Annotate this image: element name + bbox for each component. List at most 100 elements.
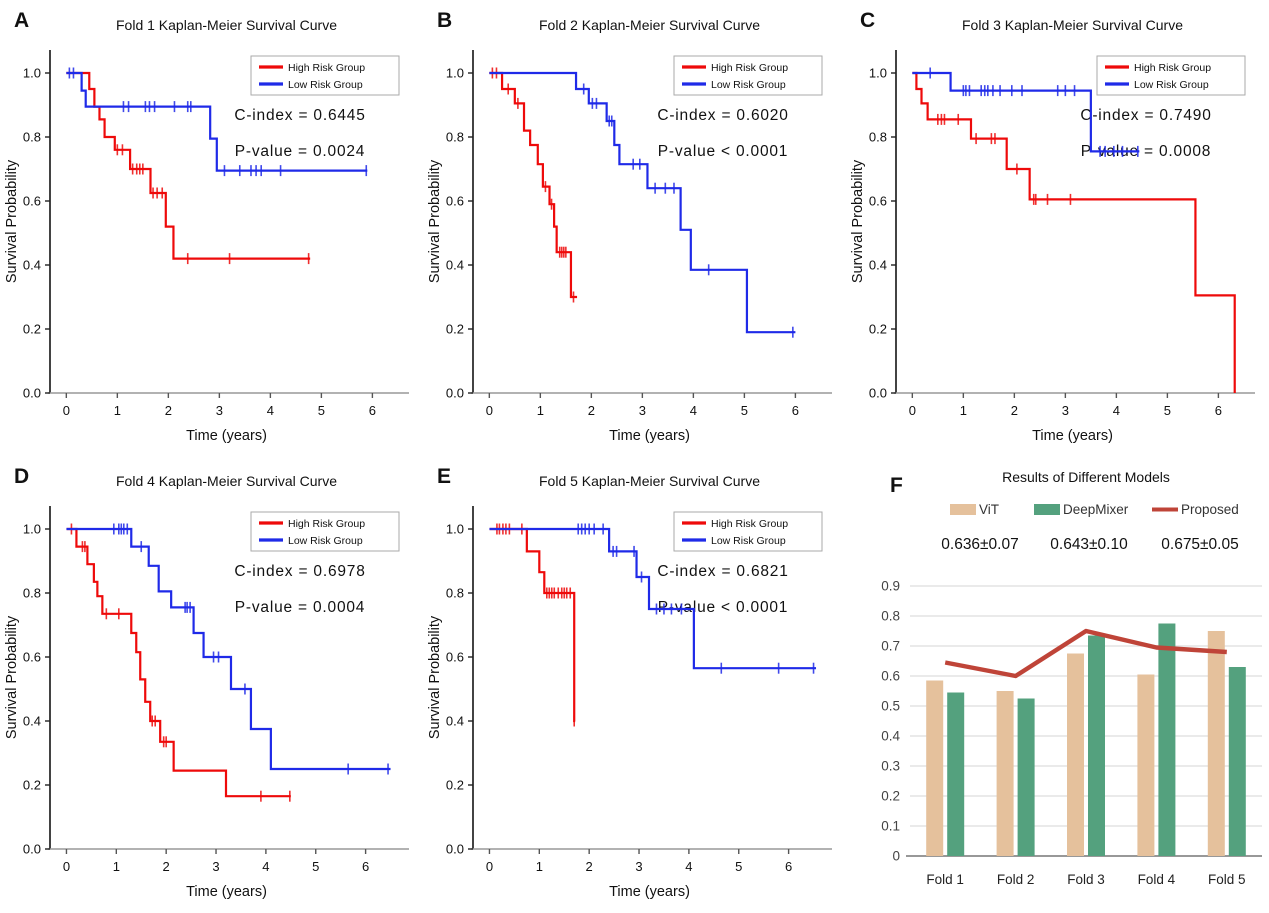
stat-annotation: C-index = 0.6821 bbox=[657, 563, 788, 580]
legend-label: ViT bbox=[979, 502, 999, 517]
x-tick-label: 5 bbox=[741, 403, 748, 418]
legend-box bbox=[673, 55, 823, 96]
legend-label: High Risk Group bbox=[1134, 62, 1211, 74]
km-panel-C: C Fold 3 Kaplan-Meier Survival Curve 0.0 0.… bbox=[850, 9, 1255, 444]
stat-annotation: C-index = 0.6978 bbox=[234, 563, 365, 580]
x-tick-label: 5 bbox=[318, 403, 325, 418]
x-category-label: Fold 2 bbox=[997, 872, 1035, 887]
km-curve-high-risk bbox=[912, 71, 1236, 393]
x-tick-label: 2 bbox=[586, 859, 593, 874]
panel-title: Fold 4 Kaplan-Meier Survival Curve bbox=[116, 473, 337, 489]
mean-std-annotation: 0.643±0.10 bbox=[1050, 536, 1128, 553]
bar-panel-F: F Results of Different Models ViT DeepMixer… bbox=[881, 469, 1262, 887]
y-tick-label: 0.8 bbox=[881, 609, 900, 624]
panel-cell-B: B Fold 2 Kaplan-Meier Survival Curve 0.0 0.… bbox=[423, 0, 846, 456]
km-panel-D: D Fold 4 Kaplan-Meier Survival Curve 0.0 0.… bbox=[4, 465, 409, 900]
x-axis-label: Time (years) bbox=[186, 884, 267, 900]
panel-letter: B bbox=[437, 9, 452, 32]
y-tick-label: 0.4 bbox=[23, 258, 41, 273]
y-tick-label: 0.2 bbox=[881, 789, 900, 804]
panel-cell-D: D Fold 4 Kaplan-Meier Survival Curve 0.0 0.… bbox=[0, 456, 423, 913]
x-tick-label: 5 bbox=[1164, 403, 1171, 418]
legend-box bbox=[673, 511, 823, 552]
bar-deepmixer-fold-1 bbox=[947, 692, 965, 856]
panel-cell-A: A Fold 1 Kaplan-Meier Survival Curve 0.0 0.… bbox=[0, 0, 423, 456]
legend-label: Low Risk Group bbox=[1134, 79, 1209, 91]
bar-vit-fold-3 bbox=[1067, 653, 1084, 856]
mean-std-annotation: 0.675±0.05 bbox=[1161, 536, 1238, 553]
legend-label: High Risk Group bbox=[288, 518, 365, 530]
legend-box bbox=[250, 511, 400, 552]
y-tick-label: 0.6 bbox=[869, 194, 887, 209]
y-tick-label: 0.4 bbox=[869, 258, 887, 273]
panel-letter: D bbox=[14, 465, 29, 488]
x-tick-label: 1 bbox=[537, 403, 544, 418]
x-tick-label: 1 bbox=[960, 403, 967, 418]
x-tick-label: 3 bbox=[216, 403, 223, 418]
proposed-line bbox=[944, 628, 1227, 679]
x-tick-label: 6 bbox=[792, 403, 799, 418]
x-tick-label: 4 bbox=[690, 403, 697, 418]
x-tick-label: 3 bbox=[1062, 403, 1069, 418]
x-category-label: Fold 5 bbox=[1208, 872, 1246, 887]
legend-label: Low Risk Group bbox=[711, 79, 786, 91]
y-tick-label: 0.4 bbox=[881, 729, 900, 744]
y-tick-label: 1.0 bbox=[446, 522, 464, 537]
x-tick-label: 0 bbox=[63, 859, 70, 874]
panel-title: Fold 5 Kaplan-Meier Survival Curve bbox=[539, 473, 760, 489]
km-curve-low-risk bbox=[66, 527, 391, 771]
panel-title: Results of Different Models bbox=[1002, 469, 1170, 485]
y-tick-label: 0.8 bbox=[446, 130, 464, 145]
y-tick-label: 1.0 bbox=[446, 66, 464, 81]
x-tick-label: 1 bbox=[113, 859, 120, 874]
km-panel-B: B Fold 2 Kaplan-Meier Survival Curve 0.0 0.… bbox=[427, 9, 832, 444]
y-tick-label: 0.2 bbox=[446, 322, 464, 337]
km-curve-low-risk bbox=[489, 71, 796, 334]
km-curve-low-risk bbox=[66, 71, 368, 172]
y-tick-label: 0.0 bbox=[869, 386, 887, 401]
legend-label: DeepMixer bbox=[1063, 502, 1129, 517]
stat-annotation: P-value < 0.0001 bbox=[658, 599, 788, 616]
x-tick-label: 6 bbox=[362, 859, 369, 874]
legend-box bbox=[250, 55, 400, 96]
x-category-label: Fold 1 bbox=[926, 872, 964, 887]
x-tick-label: 2 bbox=[588, 403, 595, 418]
km-curve-low-risk bbox=[912, 71, 1140, 153]
km-panel-E: E Fold 5 Kaplan-Meier Survival Curve 0.0 0.… bbox=[427, 465, 832, 900]
y-tick-label: 0.0 bbox=[23, 386, 41, 401]
legend-label: High Risk Group bbox=[711, 62, 788, 74]
y-tick-label: 0 bbox=[892, 849, 900, 864]
stat-annotation: P-value < 0.0001 bbox=[658, 143, 788, 160]
y-axis-label: Survival Probability bbox=[850, 159, 866, 283]
km-panel-A: A Fold 1 Kaplan-Meier Survival Curve 0.0 0.… bbox=[4, 9, 409, 444]
stat-annotation: P-value = 0.0004 bbox=[235, 599, 365, 616]
x-tick-label: 4 bbox=[1113, 403, 1120, 418]
y-tick-label: 0.8 bbox=[869, 130, 887, 145]
x-axis-label: Time (years) bbox=[609, 884, 690, 900]
stat-annotation: C-index = 0.6020 bbox=[657, 107, 788, 124]
y-tick-label: 0.0 bbox=[446, 842, 464, 857]
x-tick-label: 3 bbox=[212, 859, 219, 874]
x-tick-label: 6 bbox=[785, 859, 792, 874]
x-tick-label: 2 bbox=[1011, 403, 1018, 418]
x-axis-label: Time (years) bbox=[1032, 428, 1113, 444]
legend-box bbox=[1096, 55, 1246, 96]
x-tick-label: 0 bbox=[63, 403, 70, 418]
y-tick-label: 0.8 bbox=[23, 586, 41, 601]
y-axis-label: Survival Probability bbox=[4, 615, 20, 739]
panel-cell-E: E Fold 5 Kaplan-Meier Survival Curve 0.0 0.… bbox=[423, 456, 846, 913]
panel-letter: A bbox=[14, 9, 29, 32]
bar-deepmixer-fold-4 bbox=[1158, 623, 1176, 856]
y-tick-label: 0.6 bbox=[23, 650, 41, 665]
x-tick-label: 2 bbox=[165, 403, 172, 418]
bar-deepmixer-fold-5 bbox=[1228, 667, 1246, 856]
y-tick-label: 0.2 bbox=[869, 322, 887, 337]
x-tick-label: 4 bbox=[685, 859, 692, 874]
panel-cell-F: F Results of Different Models ViT DeepMixer… bbox=[846, 456, 1269, 913]
panel-letter: F bbox=[890, 474, 903, 497]
stat-annotation: C-index = 0.6445 bbox=[234, 107, 365, 124]
y-tick-label: 0.0 bbox=[23, 842, 41, 857]
x-tick-label: 5 bbox=[735, 859, 742, 874]
legend-label: High Risk Group bbox=[288, 62, 365, 74]
y-tick-label: 1.0 bbox=[23, 66, 41, 81]
